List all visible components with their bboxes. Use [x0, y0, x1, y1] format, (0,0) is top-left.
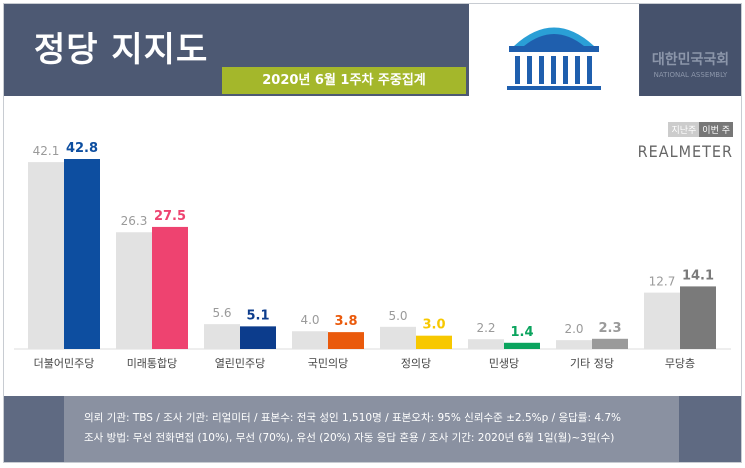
bar-prev	[292, 331, 328, 349]
label-curr: 1.4	[510, 325, 533, 340]
label-prev: 5.0	[388, 309, 407, 323]
source-logo: REALMETER	[637, 142, 733, 161]
category-label: 더불어민주당	[34, 357, 95, 370]
label-prev: 2.2	[476, 321, 495, 335]
period-banner: 2020년 6월 1주차 주중집계	[222, 67, 466, 94]
bar-curr	[152, 226, 188, 349]
category-label: 미래통합당	[127, 357, 178, 370]
label-curr: 14.1	[682, 268, 714, 283]
bar-prev	[28, 162, 64, 349]
label-prev: 12.7	[649, 275, 676, 289]
footer: 의뢰 기관: TBS / 조사 기관: 리얼미터 / 표본수: 전국 성인 1,…	[4, 396, 741, 462]
page-title: 정당 지지도	[34, 30, 209, 70]
survey-info-line1: 의뢰 기관: TBS / 조사 기관: 리얼미터 / 표본수: 전국 성인 1,…	[84, 412, 622, 424]
survey-info-line2: 조사 방법: 무선 전화면접 (10%), 무선 (70%), 유선 (20%)…	[84, 432, 615, 444]
category-label: 민생당	[489, 357, 519, 370]
category-label: 기타 정당	[570, 357, 614, 370]
label-prev: 42.1	[33, 144, 60, 158]
assembly-logo: 대한민국국회 NATIONAL ASSEMBLY	[640, 4, 741, 96]
bar-chart: 42.1 42.8 더불어민주당 26.3 27.5 미래통합당 5.6 5.1 열린민주당 4.…	[14, 141, 731, 370]
legend-curr: 이번 주	[699, 122, 733, 137]
category-label: 무당층	[665, 357, 695, 370]
bar-curr	[680, 286, 716, 349]
category-label: 정의당	[401, 357, 431, 370]
bar-curr	[240, 326, 276, 349]
label-prev: 5.6	[212, 306, 231, 320]
infographic: 정당 지지도 2020년 6월 1주차 주중집계 대한민국국회 NATIONAL…	[3, 3, 742, 463]
label-curr: 3.8	[334, 314, 357, 329]
label-curr: 42.8	[66, 141, 98, 156]
bar-curr	[64, 159, 100, 349]
label-prev: 4.0	[300, 313, 319, 327]
header: 정당 지지도 2020년 6월 1주차 주중집계 대한민국국회 NATIONAL…	[4, 4, 741, 96]
bar-prev	[644, 292, 680, 349]
bar-curr	[504, 342, 540, 349]
bar-prev	[380, 326, 416, 349]
label-curr: 5.1	[246, 308, 269, 323]
label-curr: 27.5	[154, 209, 186, 224]
bar-prev	[204, 324, 240, 349]
category-label: 열린민주당	[215, 357, 266, 370]
bar-curr	[416, 335, 452, 349]
bar-curr	[592, 338, 628, 349]
label-curr: 2.3	[598, 321, 621, 336]
legend-prev: 지난주	[668, 122, 700, 137]
survey-info: 의뢰 기관: TBS / 조사 기관: 리얼미터 / 표본수: 전국 성인 1,…	[64, 396, 679, 462]
category-label: 국민의당	[308, 357, 348, 370]
bar-curr	[328, 332, 364, 349]
bar-prev	[556, 340, 592, 349]
assembly-building-icon	[469, 4, 639, 96]
label-curr: 3.0	[422, 318, 445, 333]
legend: 지난주 이번 주	[668, 122, 733, 137]
bar-prev	[116, 232, 152, 349]
label-prev: 26.3	[121, 214, 148, 228]
bar-prev	[468, 339, 504, 349]
label-prev: 2.0	[564, 322, 583, 336]
